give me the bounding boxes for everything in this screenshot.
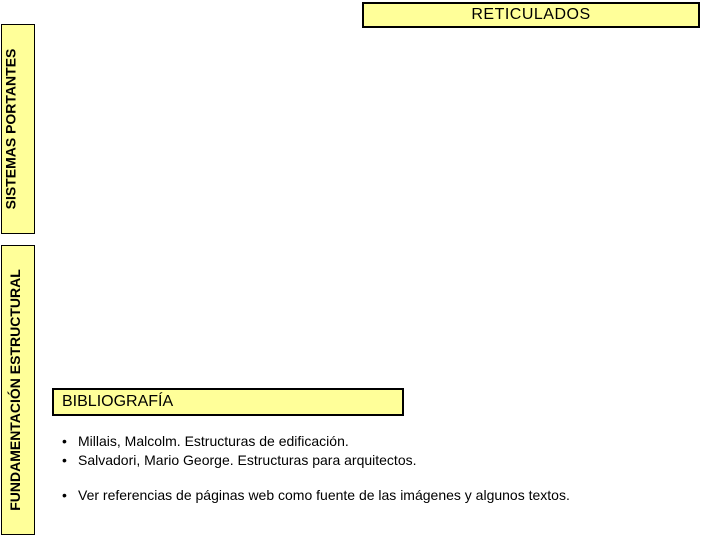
list-item: • Millais, Malcolm. Estructuras de edifi… <box>58 432 417 451</box>
bibliography-entry: Ver referencias de páginas web como fuen… <box>78 486 570 505</box>
bibliography-group-2: • Ver referencias de páginas web como fu… <box>58 486 570 505</box>
sidebar-top-block: SISTEMAS PORTANTES <box>1 24 35 234</box>
bibliography-group-1: • Millais, Malcolm. Estructuras de edifi… <box>58 432 417 470</box>
bullet-icon: • <box>58 486 78 505</box>
page-title: RETICULADOS <box>471 6 590 24</box>
bullet-icon: • <box>58 432 78 451</box>
title-box: RETICULADOS <box>362 2 700 28</box>
sidebar: SISTEMAS PORTANTES FUNDAMENTACIÓN ESTRUC… <box>0 0 36 540</box>
section-heading: BIBLIOGRAFÍA <box>62 393 173 411</box>
sidebar-top-label: SISTEMAS PORTANTES <box>2 49 18 210</box>
list-item: • Salvadori, Mario George. Estructuras p… <box>58 451 417 470</box>
section-heading-box: BIBLIOGRAFÍA <box>52 388 404 416</box>
bibliography-entry: Salvadori, Mario George. Estructuras par… <box>78 451 417 470</box>
sidebar-bottom-block: FUNDAMENTACIÓN ESTRUCTURAL <box>1 245 35 535</box>
bullet-icon: • <box>58 451 78 470</box>
sidebar-bottom-label: FUNDAMENTACIÓN ESTRUCTURAL <box>7 269 23 511</box>
bibliography-entry: Millais, Malcolm. Estructuras de edifica… <box>78 432 349 451</box>
list-item: • Ver referencias de páginas web como fu… <box>58 486 570 505</box>
